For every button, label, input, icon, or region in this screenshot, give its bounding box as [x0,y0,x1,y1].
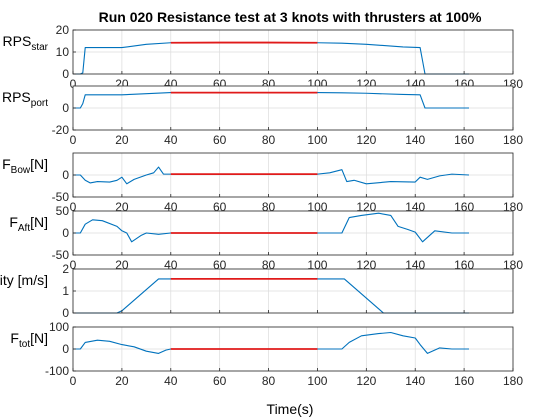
x-tick-label: 0 [70,133,77,147]
x-tick-label: 40 [164,133,178,147]
x-tick-label: 160 [454,200,474,214]
x-tick-label: 100 [307,258,327,272]
y-tick-label: 10 [56,45,70,59]
x-tick-label: 0 [70,77,77,91]
x-tick-label: 0 [70,258,77,272]
x-tick-label: 140 [405,258,425,272]
x-tick-label: 180 [503,374,523,388]
y-axis-label: FBow[N] [2,156,48,176]
y-tick-label: 2 [62,262,69,276]
x-tick-label: 20 [115,374,129,388]
y-tick-label: 50 [56,204,70,218]
y-tick-label: 0 [62,101,69,115]
x-tick-label: 100 [307,200,327,214]
x-tick-label: 60 [213,200,227,214]
x-tick-label: 100 [307,133,327,147]
x-tick-label: 120 [356,200,376,214]
y-tick-label: -20 [52,123,70,137]
x-tick-label: 120 [356,258,376,272]
x-axis-label: Time(s) [267,401,314,417]
x-tick-label: 180 [503,133,523,147]
y-tick-label: 0 [62,168,69,182]
y-axis-label: RPSstar [3,33,49,53]
x-tick-label: 0 [70,374,77,388]
x-tick-label: 20 [115,200,129,214]
y-tick-label: 0 [62,306,69,320]
x-tick-label: 140 [405,133,425,147]
figure-title: Run 020 Resistance test at 3 knots with … [99,9,482,25]
y-tick-label: 0 [62,342,69,356]
x-tick-label: 60 [213,133,227,147]
y-axis-label: RPSport [2,89,48,109]
x-tick-label: 100 [307,374,327,388]
x-tick-label: 20 [115,133,129,147]
x-tick-label: 180 [503,258,523,272]
x-tick-label: 80 [262,374,276,388]
x-tick-label: 20 [115,258,129,272]
x-tick-label: 140 [405,374,425,388]
y-axis-label: FAft[N] [9,214,48,234]
y-axis-label: Ftot[N] [10,330,48,350]
y-tick-label: -50 [52,248,70,262]
x-tick-label: 120 [356,133,376,147]
y-tick-label: 0 [62,226,69,240]
x-tick-label: 0 [70,200,77,214]
x-tick-label: 40 [164,258,178,272]
y-tick-label: -100 [45,364,69,378]
y-tick-label: 0 [62,67,69,81]
x-tick-label: 160 [454,258,474,272]
y-tick-label: -50 [52,190,70,204]
y-tick-label: 1 [62,284,69,298]
y-tick-label: 100 [49,320,69,334]
x-tick-label: 60 [213,374,227,388]
y-axis-label: Vessel Velocity [m/s] [0,272,48,288]
x-tick-label: 40 [164,200,178,214]
x-tick-label: 60 [213,258,227,272]
x-tick-label: 120 [356,374,376,388]
x-tick-label: 40 [164,374,178,388]
x-tick-label: 80 [262,200,276,214]
x-tick-label: 80 [262,258,276,272]
x-tick-label: 140 [405,200,425,214]
y-tick-label: 20 [56,23,70,37]
x-tick-label: 160 [454,374,474,388]
subplot-5: 0 1 2 Vessel Velocity [m/s] [0,262,514,320]
x-tick-label: 160 [454,133,474,147]
x-tick-label: 80 [262,133,276,147]
x-tick-label: 180 [503,200,523,214]
